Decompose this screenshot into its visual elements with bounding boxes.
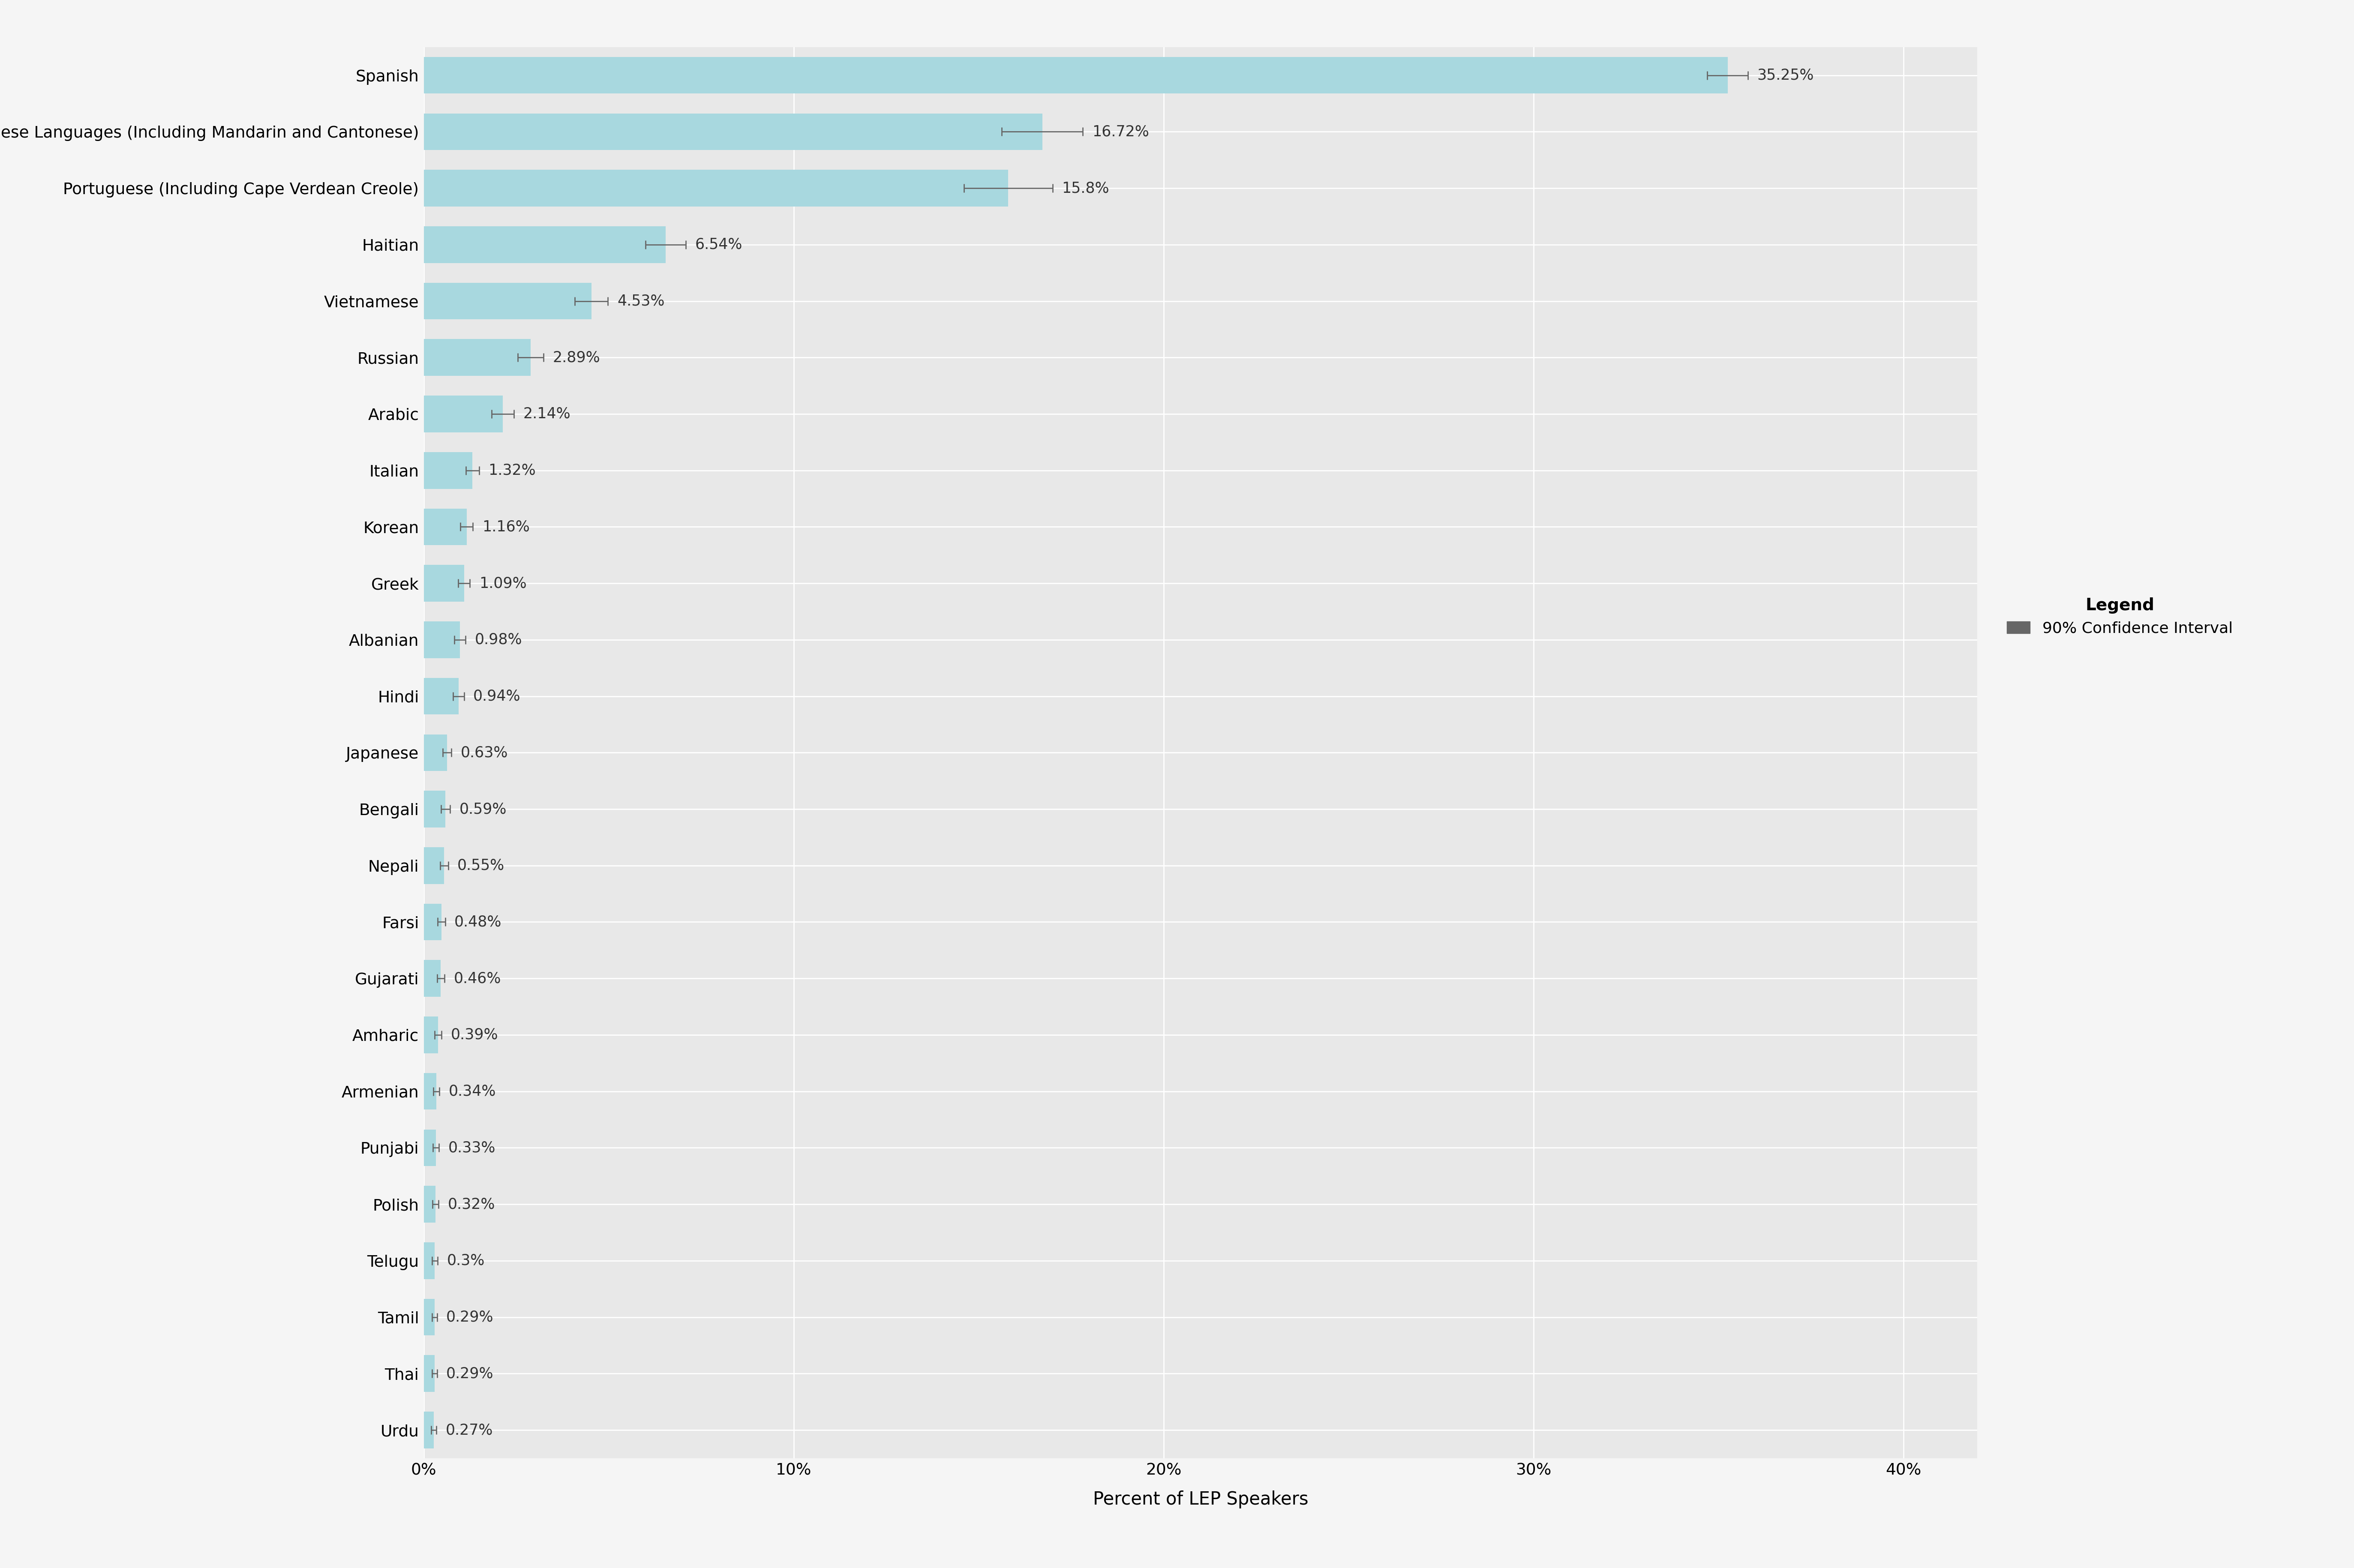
Bar bbox=[424, 1129, 435, 1167]
Text: 1.32%: 1.32% bbox=[490, 463, 537, 478]
Text: 0.39%: 0.39% bbox=[450, 1027, 499, 1043]
Bar bbox=[424, 395, 504, 433]
Bar bbox=[424, 1242, 435, 1279]
Text: 0.34%: 0.34% bbox=[450, 1083, 497, 1099]
Text: 35.25%: 35.25% bbox=[1756, 67, 1815, 83]
Text: 0.29%: 0.29% bbox=[447, 1366, 494, 1381]
Bar bbox=[424, 282, 591, 320]
Text: 0.63%: 0.63% bbox=[461, 745, 508, 760]
Text: 0.32%: 0.32% bbox=[447, 1196, 494, 1212]
Bar bbox=[424, 734, 447, 771]
Bar bbox=[424, 564, 464, 602]
Text: 0.94%: 0.94% bbox=[473, 688, 520, 704]
Text: 1.16%: 1.16% bbox=[483, 519, 530, 535]
Text: 0.46%: 0.46% bbox=[454, 971, 501, 986]
Text: 2.89%: 2.89% bbox=[553, 350, 600, 365]
Bar bbox=[424, 847, 445, 884]
Text: 0.33%: 0.33% bbox=[447, 1140, 494, 1156]
Text: 1.09%: 1.09% bbox=[480, 575, 527, 591]
Text: 2.14%: 2.14% bbox=[523, 406, 570, 422]
Text: 0.48%: 0.48% bbox=[454, 914, 501, 930]
Text: 0.27%: 0.27% bbox=[445, 1422, 492, 1438]
Bar bbox=[424, 621, 459, 659]
Legend: 90% Confidence Interval: 90% Confidence Interval bbox=[2001, 591, 2239, 641]
Text: 6.54%: 6.54% bbox=[694, 237, 742, 252]
Text: 4.53%: 4.53% bbox=[617, 293, 664, 309]
Bar bbox=[424, 508, 466, 546]
Bar bbox=[424, 1185, 435, 1223]
Bar bbox=[424, 226, 666, 263]
Bar bbox=[424, 1016, 438, 1054]
Bar bbox=[424, 677, 459, 715]
Bar bbox=[424, 56, 1728, 94]
Bar bbox=[424, 1073, 435, 1110]
Text: 0.98%: 0.98% bbox=[476, 632, 523, 648]
Bar bbox=[424, 903, 443, 941]
Bar bbox=[424, 113, 1043, 151]
Bar bbox=[424, 1298, 435, 1336]
Bar bbox=[424, 1355, 435, 1392]
Text: 0.29%: 0.29% bbox=[447, 1309, 494, 1325]
Bar bbox=[424, 169, 1008, 207]
Text: 0.3%: 0.3% bbox=[447, 1253, 485, 1269]
Bar bbox=[424, 339, 530, 376]
Bar bbox=[424, 1411, 433, 1449]
Bar bbox=[424, 790, 445, 828]
Text: 0.55%: 0.55% bbox=[457, 858, 504, 873]
Text: 16.72%: 16.72% bbox=[1092, 124, 1149, 140]
Bar bbox=[424, 960, 440, 997]
Text: 15.8%: 15.8% bbox=[1062, 180, 1109, 196]
Bar bbox=[424, 452, 473, 489]
Text: 0.59%: 0.59% bbox=[459, 801, 506, 817]
X-axis label: Percent of LEP Speakers: Percent of LEP Speakers bbox=[1092, 1490, 1309, 1508]
